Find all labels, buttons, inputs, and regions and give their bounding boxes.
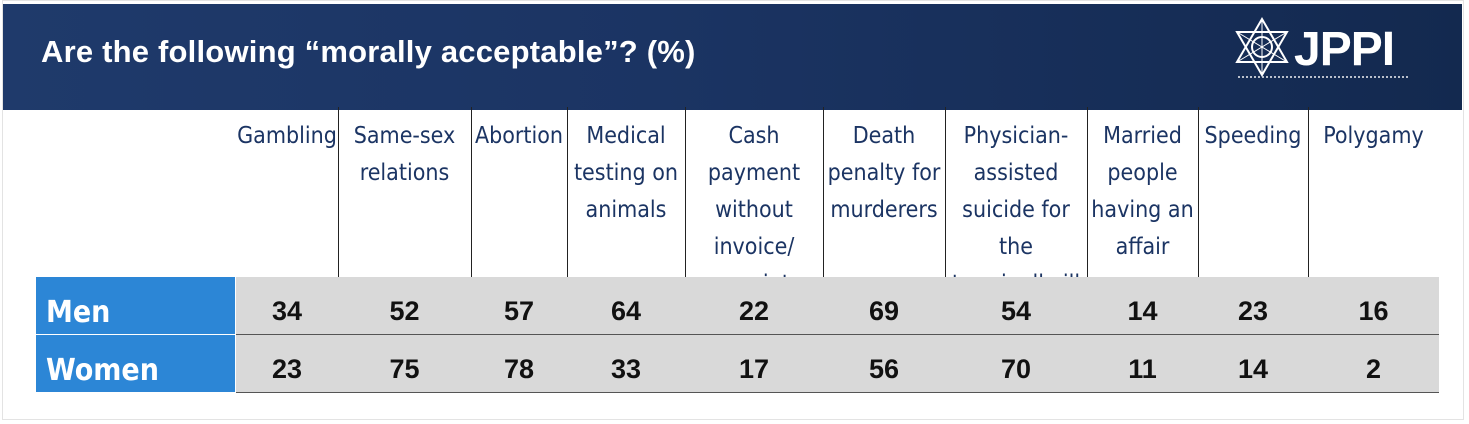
logo-text: JPPI: [1294, 23, 1395, 76]
data-cell: 33: [610, 354, 642, 384]
column-header: Speeding: [1204, 123, 1302, 149]
data-cell: 14: [1237, 354, 1269, 384]
data-cell: 17: [738, 354, 770, 384]
column-divider: [823, 107, 824, 277]
column-header: Married people having an affair: [1091, 123, 1194, 260]
column-header: Abortion: [474, 123, 564, 149]
data-cell: 22: [738, 296, 770, 326]
column-header: Same-sex relations: [353, 123, 456, 186]
row-divider: [236, 334, 1439, 335]
data-cell: 23: [271, 354, 303, 384]
data-cell: 11: [1128, 354, 1157, 384]
data-cell: 56: [868, 354, 900, 384]
data-cell: 34: [271, 296, 303, 326]
header-banner: Are the following “morally acceptable”? …: [3, 4, 1462, 110]
column-divider: [685, 107, 686, 277]
column-divider: [1198, 107, 1199, 277]
star-of-david-icon: [1235, 17, 1289, 77]
column-header: Physician- assisted suicide for the term…: [952, 123, 1080, 297]
table-row: [236, 335, 1439, 392]
logo-tagline-line: [1238, 76, 1408, 81]
data-cell: 2: [1365, 354, 1382, 384]
data-cell: 70: [1000, 354, 1032, 384]
data-cell: 14: [1127, 296, 1158, 326]
table-row: [236, 277, 1439, 334]
jppi-logo: JPPI: [1232, 14, 1412, 92]
data-cell: 16: [1358, 296, 1389, 326]
row-divider: [236, 392, 1439, 393]
column-header: Death penalty for murderers: [827, 123, 941, 223]
chart-title: Are the following “morally acceptable”? …: [41, 34, 696, 69]
column-divider: [1308, 107, 1309, 277]
data-cell: 69: [868, 296, 900, 326]
data-cell: 23: [1237, 296, 1269, 326]
data-cell: 64: [610, 296, 642, 326]
column-header: Cash payment without invoice/ receipt: [707, 123, 801, 297]
column-divider: [1087, 107, 1088, 277]
row-label: Women: [36, 335, 235, 392]
row-label: Men: [36, 277, 235, 334]
data-cell: 78: [503, 354, 535, 384]
column-divider: [338, 107, 339, 277]
data-cell: 75: [389, 354, 420, 384]
column-header: Medical testing on animals: [573, 123, 679, 223]
data-cell: 57: [503, 296, 535, 326]
column-header: Gambling: [237, 123, 337, 149]
data-cell: 52: [389, 296, 420, 326]
data-cell: 54: [1000, 296, 1032, 326]
column-divider: [945, 107, 946, 277]
column-header: Polygamy: [1323, 123, 1424, 149]
column-divider: [567, 107, 568, 277]
column-divider: [471, 107, 472, 277]
